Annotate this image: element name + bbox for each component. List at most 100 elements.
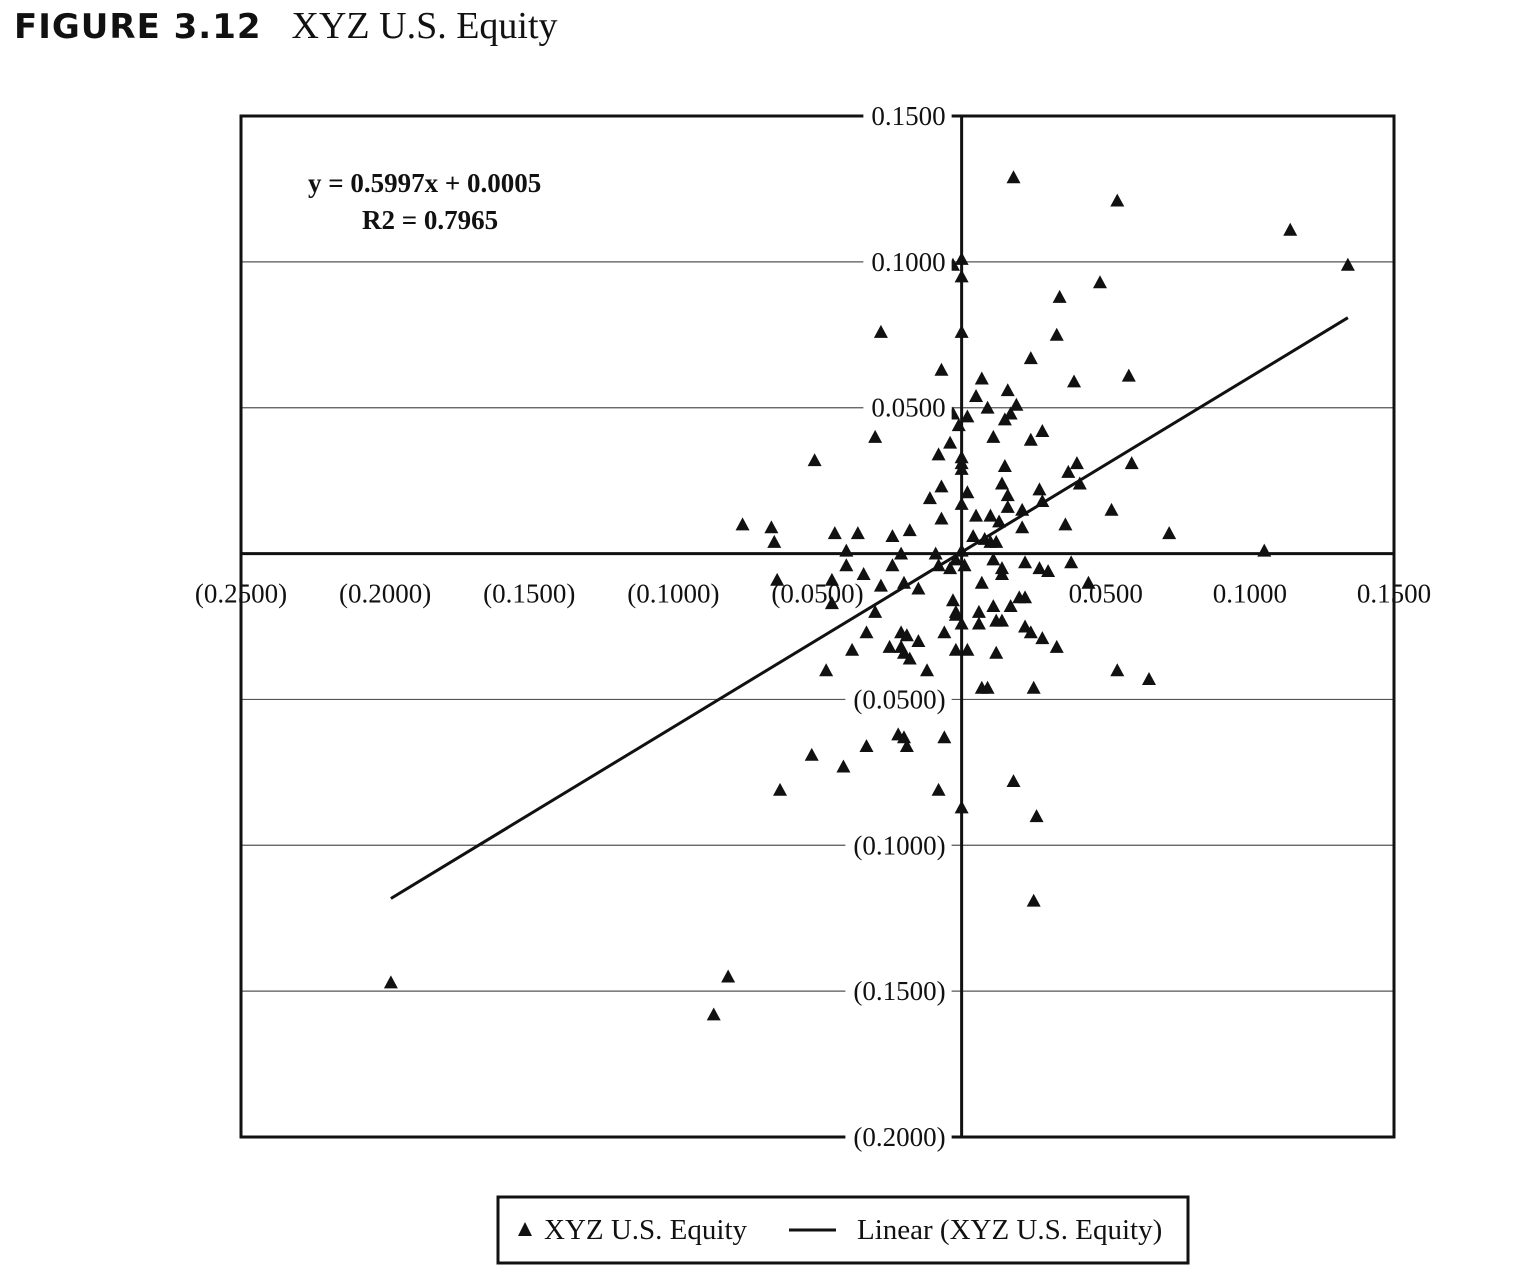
data-point bbox=[997, 412, 1012, 426]
data-point bbox=[1015, 520, 1030, 534]
data-point bbox=[764, 520, 779, 534]
data-point bbox=[989, 645, 1004, 659]
trendline bbox=[390, 316, 1349, 900]
data-point bbox=[994, 476, 1009, 490]
data-point bbox=[894, 546, 909, 560]
data-point bbox=[1032, 482, 1047, 496]
data-point bbox=[980, 400, 995, 414]
data-point bbox=[896, 645, 911, 659]
data-point bbox=[873, 324, 888, 338]
data-point bbox=[1026, 893, 1041, 907]
x-tick-label: (0.2500) bbox=[195, 579, 287, 609]
data-point bbox=[937, 625, 952, 639]
data-point bbox=[1064, 555, 1079, 569]
data-point bbox=[1141, 672, 1156, 685]
data-point bbox=[945, 593, 960, 607]
data-point bbox=[974, 371, 989, 385]
data-point bbox=[1003, 406, 1018, 420]
data-point bbox=[1069, 456, 1084, 470]
y-tick-label: 0.1000 bbox=[871, 247, 945, 277]
data-point bbox=[902, 651, 917, 665]
data-point bbox=[770, 572, 785, 586]
data-point bbox=[1162, 526, 1177, 540]
r-squared-label: R2 = 0.7965 bbox=[362, 205, 498, 235]
data-point bbox=[1029, 809, 1044, 823]
data-point bbox=[1049, 639, 1064, 653]
data-point bbox=[989, 534, 1004, 548]
data-point bbox=[868, 429, 883, 443]
x-tick-label: (0.1500) bbox=[483, 579, 575, 609]
y-tick-label-bg bbox=[845, 977, 952, 1008]
data-point bbox=[994, 566, 1009, 580]
y-tick-label: (0.1500) bbox=[853, 976, 945, 1006]
data-point bbox=[1067, 374, 1082, 388]
figure-label: FIGURE 3.12 bbox=[14, 7, 262, 47]
y-tick-label-bg bbox=[845, 831, 952, 862]
data-point bbox=[954, 251, 969, 265]
data-point bbox=[960, 642, 975, 656]
data-point bbox=[899, 628, 914, 642]
data-point bbox=[954, 800, 969, 814]
data-point bbox=[1000, 499, 1015, 513]
data-point bbox=[954, 616, 969, 630]
legend-series-label: XYZ U.S. Equity bbox=[544, 1214, 748, 1246]
data-point bbox=[767, 534, 782, 548]
data-point bbox=[986, 429, 1001, 443]
data-point bbox=[1018, 590, 1033, 604]
data-point bbox=[966, 529, 981, 543]
data-point bbox=[845, 642, 860, 656]
data-point bbox=[868, 604, 883, 618]
data-point bbox=[899, 739, 914, 753]
data-point bbox=[839, 558, 854, 572]
data-point bbox=[960, 409, 975, 423]
points-layer bbox=[383, 170, 1355, 1021]
data-point bbox=[773, 782, 788, 796]
data-point bbox=[859, 625, 874, 639]
data-point bbox=[943, 435, 958, 449]
data-point bbox=[1000, 383, 1015, 397]
data-point bbox=[706, 1007, 721, 1021]
data-point bbox=[954, 324, 969, 338]
data-point bbox=[931, 782, 946, 796]
data-point bbox=[856, 566, 871, 580]
legend-box bbox=[496, 1195, 1190, 1265]
x-tick-label: (0.2000) bbox=[339, 579, 431, 609]
data-point bbox=[804, 747, 819, 761]
data-point bbox=[1018, 619, 1033, 633]
data-point bbox=[954, 269, 969, 283]
data-point bbox=[1081, 575, 1096, 589]
legend: XYZ U.S. Equity Linear (XYZ U.S. Equity) bbox=[496, 1195, 1190, 1265]
data-point bbox=[934, 511, 949, 525]
data-point bbox=[1052, 289, 1067, 303]
data-point bbox=[1032, 561, 1047, 575]
data-point bbox=[1035, 424, 1050, 438]
data-point bbox=[974, 575, 989, 589]
data-point bbox=[1049, 327, 1064, 341]
data-point bbox=[960, 485, 975, 499]
tick-labels: (0.2500) (0.2000) (0.1500) (0.1000) (0.0500)… bbox=[195, 101, 1431, 1153]
data-point bbox=[971, 604, 986, 618]
data-point bbox=[954, 496, 969, 510]
data-point bbox=[983, 508, 998, 522]
data-point bbox=[928, 546, 943, 560]
data-point bbox=[1058, 517, 1073, 531]
data-point bbox=[1009, 397, 1024, 411]
data-point bbox=[824, 596, 839, 610]
data-point bbox=[839, 543, 854, 557]
data-point bbox=[896, 730, 911, 744]
y-tick-label: 0.0500 bbox=[871, 393, 945, 423]
data-point bbox=[948, 607, 963, 621]
data-point bbox=[989, 613, 1004, 627]
data-point bbox=[819, 663, 834, 677]
x-tick-label: 0.1500 bbox=[1357, 579, 1431, 609]
data-point bbox=[885, 529, 900, 543]
y-tick-label: (0.1000) bbox=[853, 830, 945, 860]
data-point bbox=[1035, 631, 1050, 645]
y-tick-label-bg bbox=[845, 1123, 952, 1153]
data-point bbox=[1000, 488, 1015, 502]
data-point bbox=[911, 581, 926, 595]
data-point bbox=[980, 680, 995, 694]
y-tick-label: 0.1500 bbox=[871, 101, 945, 131]
data-point bbox=[1104, 502, 1119, 516]
